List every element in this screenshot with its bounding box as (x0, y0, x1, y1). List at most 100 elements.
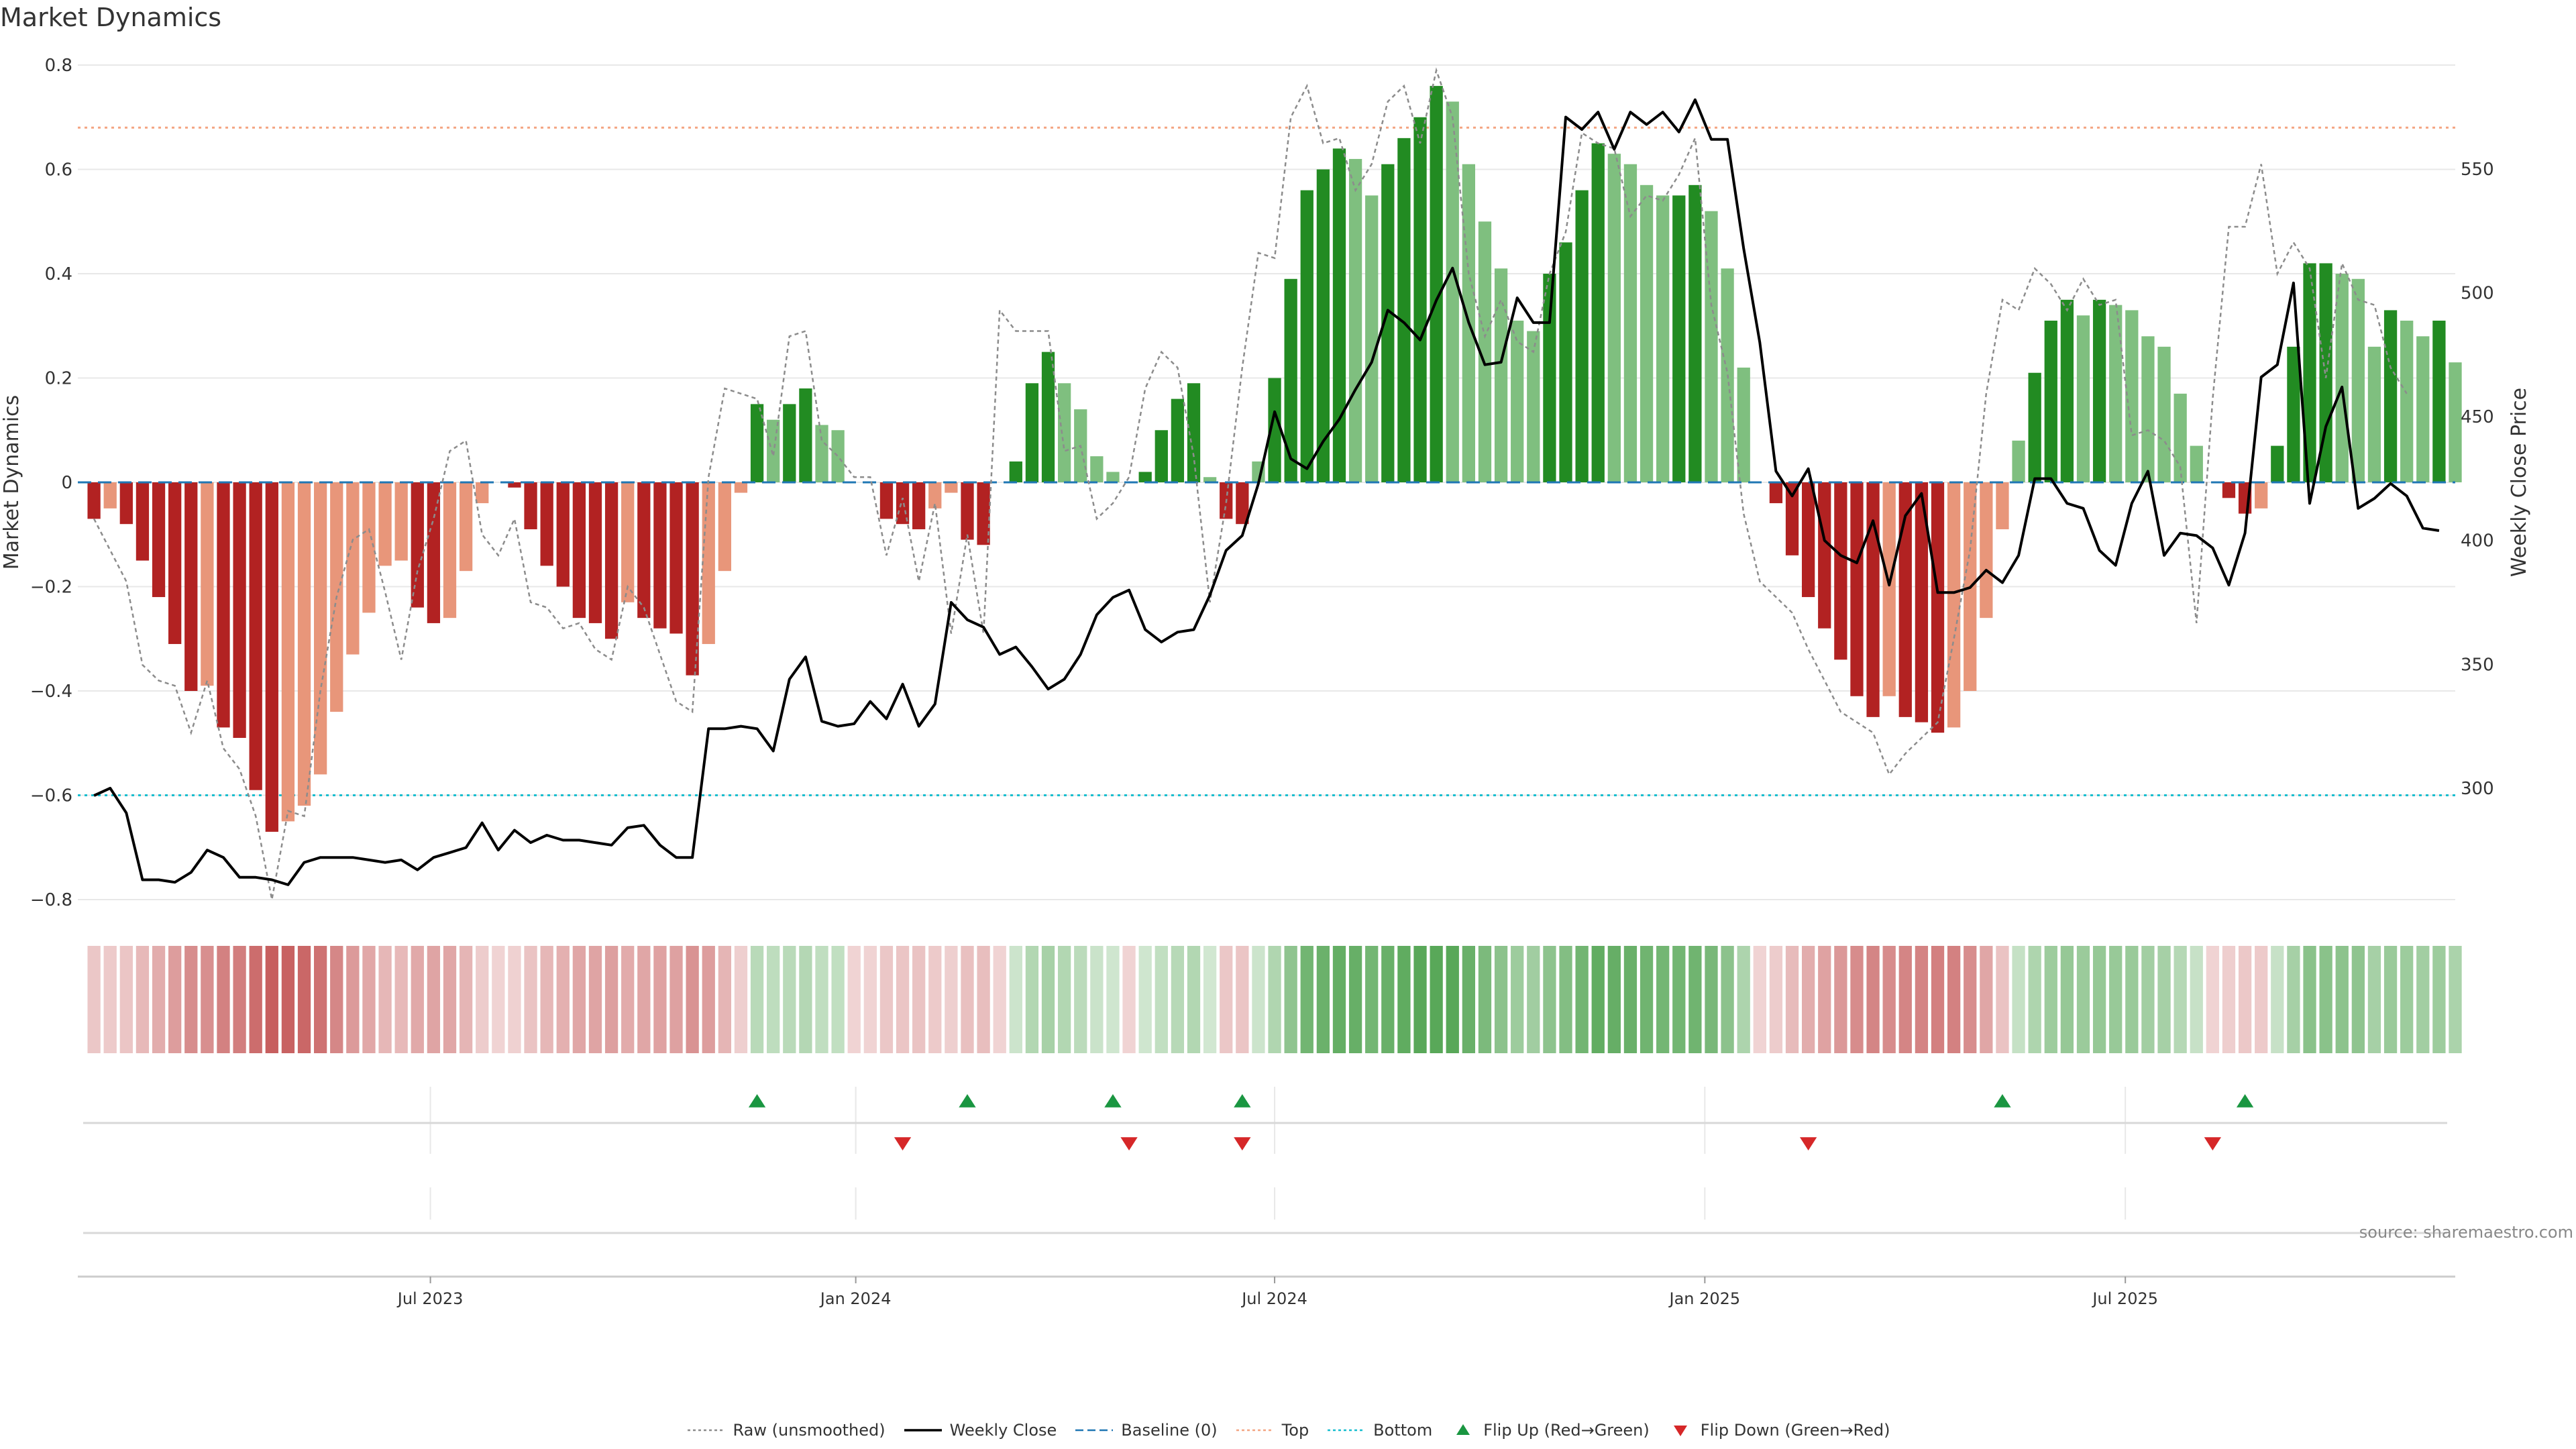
heat-cell (2367, 946, 2381, 1053)
bar (249, 482, 262, 790)
heat-cell (103, 946, 117, 1053)
bar (2190, 445, 2203, 482)
bar (2416, 336, 2430, 482)
heat-cell (152, 946, 166, 1053)
bar (2060, 299, 2074, 482)
bar (265, 482, 278, 832)
heat-cell (2238, 946, 2252, 1053)
heat-cell (799, 946, 812, 1053)
bar (2028, 372, 2041, 482)
heat-cell (2060, 946, 2074, 1053)
heat-cell (1511, 946, 1524, 1053)
source-credit: source: sharemaestro.com (2359, 1223, 2573, 1242)
heat-cell (1090, 946, 1104, 1053)
bar (2092, 299, 2106, 482)
heat-cell (378, 946, 392, 1053)
bar (217, 482, 230, 728)
heat-cell (1430, 946, 1443, 1053)
legend-item-raw: Raw (unsmoothed) (686, 1421, 885, 1440)
heat-cell (1122, 946, 1136, 1053)
heat-cell (1785, 946, 1799, 1053)
bar (427, 482, 441, 623)
heat-cell (815, 946, 828, 1053)
bar (799, 388, 812, 482)
bar (1640, 184, 1654, 482)
heat-cell (1688, 946, 1702, 1053)
heat-cell (1882, 946, 1896, 1053)
bar (476, 482, 489, 504)
heat-cell (1607, 946, 1621, 1053)
chart-title: Market Dynamics (0, 3, 222, 32)
heat-cell (1947, 946, 1961, 1053)
bar (1980, 482, 1993, 619)
bar (1138, 472, 1152, 482)
baseline-line-icon (1075, 1429, 1114, 1432)
bar (1268, 378, 1281, 482)
heat-cell (492, 946, 505, 1053)
bar (2287, 346, 2300, 482)
bar (1866, 482, 1880, 717)
bar (604, 482, 619, 639)
heat-cell (2174, 946, 2187, 1053)
bar (686, 482, 699, 676)
heat-cell (297, 946, 311, 1053)
legend: Raw (unsmoothed) Weekly Close Baseline (0)… (0, 1421, 2576, 1440)
x-tick-label: Jan 2025 (1668, 1289, 1740, 1308)
close-line-icon (904, 1429, 942, 1432)
right-tick-label: 300 (2461, 779, 2494, 799)
heat-cell (1413, 946, 1427, 1053)
bar (2383, 310, 2398, 482)
bar (702, 482, 715, 645)
heat-cell (2028, 946, 2041, 1053)
bar (1171, 398, 1185, 482)
right-tick-label: 500 (2461, 284, 2494, 304)
bar (168, 482, 182, 645)
heat-cell (1964, 946, 1977, 1053)
heat-cell (2206, 946, 2220, 1053)
bar (928, 482, 942, 508)
bar (1543, 274, 1556, 482)
heat-cell (1834, 946, 1847, 1053)
heat-cell (928, 946, 942, 1053)
bar (508, 482, 521, 488)
flip-up-marker (748, 1094, 766, 1108)
heat-cell (1252, 946, 1265, 1053)
left-tick-label: 0.6 (45, 160, 72, 180)
heat-cell (767, 946, 780, 1053)
heat-cell (1300, 946, 1313, 1053)
bar (1818, 482, 1831, 629)
heat-cell (1559, 946, 1572, 1053)
heat-cell (588, 946, 602, 1053)
x-axis: Jul 2023 Jan 2024 Jul 2024 Jan 2025 Jul 2025 (78, 1275, 2455, 1308)
heat-cell (1446, 946, 1459, 1053)
left-tick-label: −0.6 (30, 786, 72, 806)
heat-cell (1753, 946, 1766, 1053)
heat-cell (1898, 946, 1912, 1053)
right-tick-label: 450 (2461, 407, 2494, 427)
heat-cell (686, 946, 699, 1053)
bar (783, 404, 796, 482)
heat-cell (621, 946, 635, 1053)
heat-cell (1187, 946, 1201, 1053)
bar (977, 482, 990, 545)
bar (1672, 195, 1686, 482)
bar (443, 482, 457, 619)
flip-markers (748, 1094, 2254, 1150)
bar (378, 482, 392, 566)
heat-cell (2351, 946, 2365, 1053)
heat-cell (265, 946, 278, 1053)
heat-cell (1348, 946, 1362, 1053)
heat-cell (427, 946, 441, 1053)
bar (1041, 352, 1055, 482)
heat-cell (2383, 946, 2398, 1053)
bar (1236, 482, 1249, 525)
heat-cell (1494, 946, 1508, 1053)
heat-cell (961, 946, 974, 1053)
heat-cell (249, 946, 262, 1053)
heat-cell (1721, 946, 1734, 1053)
heat-cell (1705, 946, 1718, 1053)
bar (1203, 477, 1217, 482)
bar (621, 482, 635, 602)
bar-series (87, 86, 2462, 832)
bar (2125, 310, 2139, 482)
